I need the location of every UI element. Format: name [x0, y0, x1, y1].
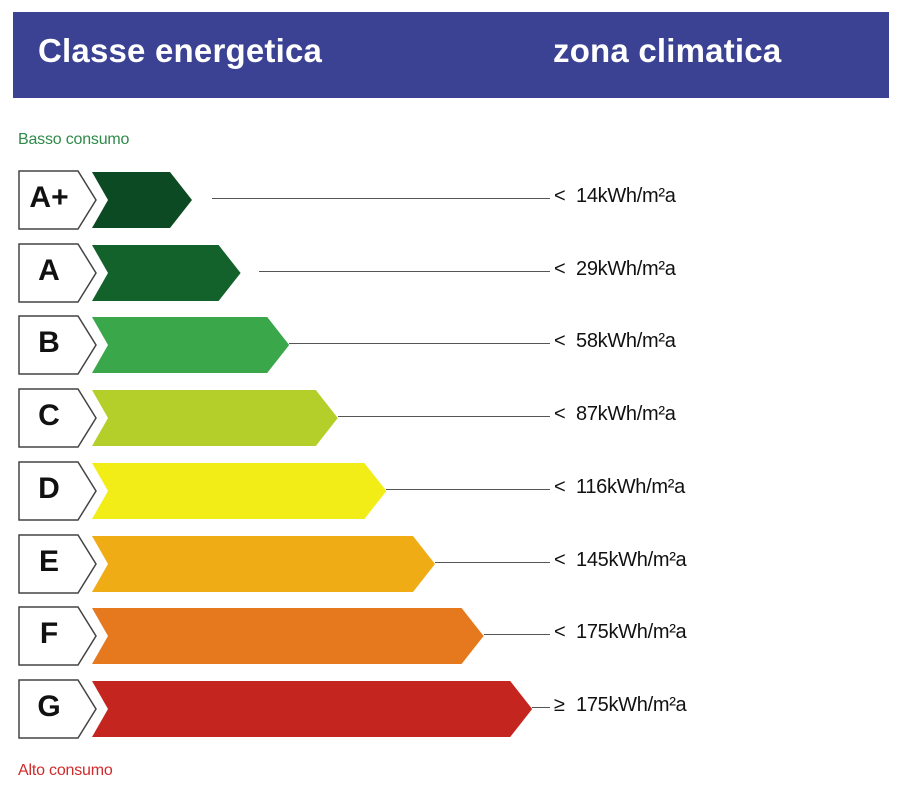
- class-tag: [18, 533, 97, 594]
- threshold-number: 87: [576, 403, 598, 426]
- threshold-value: <58kWh/m²a: [554, 330, 676, 353]
- leader-line: [337, 416, 550, 418]
- class-tag: [18, 679, 97, 739]
- comparison-sign: <: [554, 475, 566, 498]
- comparison-sign: <: [554, 330, 566, 353]
- energy-class-row: A+ <14kWh/m²a: [0, 170, 900, 230]
- threshold-unit: kWh/m²a: [608, 548, 687, 571]
- threshold-unit: kWh/m²a: [608, 693, 687, 716]
- class-bar: [92, 608, 484, 665]
- energy-class-row: A <29kWh/m²a: [0, 242, 900, 303]
- threshold-value: <116kWh/m²a: [554, 476, 685, 499]
- class-bar: [92, 462, 387, 519]
- class-letter: B: [38, 326, 60, 360]
- energy-class-title: Classe energetica: [38, 32, 323, 69]
- class-letter: F: [39, 617, 59, 651]
- class-tag: [18, 242, 97, 303]
- leader-line: [532, 706, 550, 708]
- comparison-sign: <: [554, 185, 566, 207]
- threshold-value: <14kWh/m²a: [554, 185, 676, 208]
- threshold-unit: kWh/m²a: [607, 475, 685, 498]
- class-letter: A: [38, 253, 60, 287]
- threshold-number: 29: [576, 257, 598, 280]
- leader-line: [386, 488, 550, 490]
- threshold-unit: kWh/m²a: [608, 621, 687, 644]
- leader-line: [289, 343, 550, 345]
- class-bar: [92, 172, 192, 228]
- threshold-value: <175kWh/m²a: [554, 621, 687, 644]
- header-bar: Classe energetica zona climatica: [13, 12, 889, 98]
- energy-class-row: C <87kWh/m²a: [0, 388, 900, 448]
- high-consumption-caption: Alto consumo: [18, 762, 113, 779]
- threshold-number: 145: [576, 548, 609, 571]
- threshold-value: <145kWh/m²a: [554, 548, 687, 572]
- class-tag: [18, 606, 97, 666]
- threshold-number: 58: [576, 330, 598, 353]
- leader-line: [483, 634, 550, 636]
- energy-class-row: G ≥175kWh/m²a: [0, 679, 900, 739]
- threshold-unit: kWh/m²a: [597, 257, 676, 280]
- class-bar: [92, 535, 435, 592]
- class-tag: [18, 461, 97, 521]
- energy-class-row: E <145kWh/m²a: [0, 533, 900, 594]
- class-tag: [18, 170, 97, 230]
- comparison-sign: <: [554, 257, 566, 280]
- class-tag: [18, 388, 97, 448]
- leader-line: [435, 561, 550, 563]
- comparison-sign: <: [554, 403, 566, 426]
- threshold-unit: kWh/m²a: [597, 185, 676, 207]
- leader-line: [259, 270, 550, 272]
- class-bar: [92, 390, 338, 447]
- class-tag: [18, 315, 97, 376]
- threshold-value: <29kWh/m²a: [554, 258, 676, 281]
- threshold-number: 14: [576, 185, 598, 207]
- leader-line: [212, 198, 550, 199]
- class-letter: A+: [29, 181, 69, 214]
- class-letter: C: [38, 399, 60, 433]
- class-bar: [92, 317, 290, 374]
- threshold-number: 175: [576, 693, 609, 716]
- class-bar: [92, 244, 241, 301]
- threshold-value: <87kWh/m²a: [554, 403, 676, 426]
- comparison-sign: <: [554, 548, 566, 571]
- comparison-sign: <: [554, 621, 566, 644]
- threshold-number: 175: [576, 621, 609, 644]
- threshold-number: 116: [576, 475, 607, 498]
- threshold-value: ≥175kWh/m²a: [554, 693, 687, 717]
- class-letter: D: [38, 471, 60, 505]
- class-letter: E: [38, 544, 59, 578]
- class-letter: G: [37, 689, 61, 723]
- class-bar: [92, 680, 533, 737]
- threshold-unit: kWh/m²a: [597, 330, 676, 353]
- low-consumption-caption: Basso consumo: [18, 131, 130, 148]
- energy-class-row: F <175kWh/m²a: [0, 606, 900, 666]
- energy-class-row: D <116kWh/m²a: [0, 461, 900, 521]
- comparison-sign: ≥: [554, 693, 565, 716]
- energy-class-row: B <58kWh/m²a: [0, 315, 900, 376]
- threshold-unit: kWh/m²a: [597, 403, 676, 426]
- climate-zone-title: zona climatica: [553, 32, 782, 69]
